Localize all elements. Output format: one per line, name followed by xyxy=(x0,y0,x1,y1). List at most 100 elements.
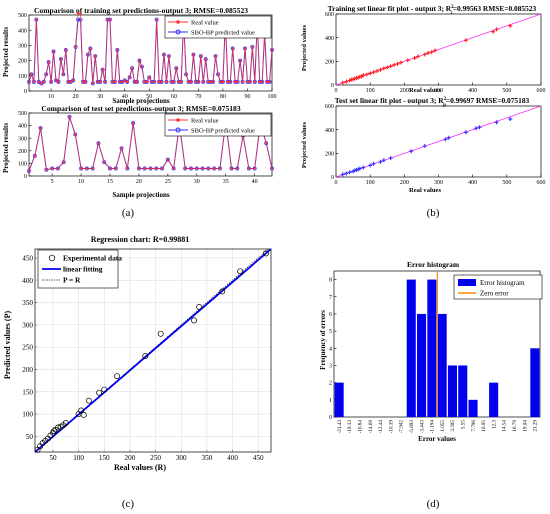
x-tick-label: 16.79 xyxy=(512,420,518,432)
real-point xyxy=(67,80,70,84)
plot-frame xyxy=(34,248,272,453)
real-point xyxy=(229,80,232,84)
real-point xyxy=(184,167,187,170)
real-point xyxy=(209,80,212,84)
x-tick-label: 7.796 xyxy=(471,420,477,432)
real-point xyxy=(59,57,63,61)
x-tick-label: 10 xyxy=(48,94,54,100)
real-point xyxy=(126,167,129,170)
real-point xyxy=(27,80,31,84)
x-tick-label: 50 xyxy=(146,94,152,100)
real-point xyxy=(246,80,249,84)
data-point xyxy=(508,23,513,28)
real-point xyxy=(192,53,195,56)
predicted-point xyxy=(27,169,31,173)
x-tick-label: -1.194 xyxy=(430,420,436,434)
real-point xyxy=(187,80,190,84)
panel-d-error-histogram: Error histogram Frequency of errors Erro… xyxy=(319,260,543,443)
real-point xyxy=(150,80,153,84)
data-point xyxy=(219,288,226,295)
real-point xyxy=(172,167,175,170)
data-point xyxy=(344,171,349,176)
y-tick-label: 150 xyxy=(22,388,33,396)
real-point xyxy=(62,160,65,164)
x-tick-label: -16.84 xyxy=(358,420,364,434)
x-tick-label: 30 xyxy=(97,94,103,100)
y-tick-label: 300 xyxy=(18,44,27,50)
real-point xyxy=(157,80,161,84)
x-tick-label: 200 xyxy=(400,88,409,94)
legend-label-identity: P = R xyxy=(63,276,81,285)
real-point xyxy=(85,167,89,170)
x-tick-label: 300 xyxy=(434,180,443,186)
real-point xyxy=(84,80,87,84)
histogram-bar xyxy=(447,365,457,417)
real-point xyxy=(258,80,261,84)
data-point xyxy=(340,172,345,177)
x-axis-label: Error values xyxy=(418,435,456,443)
real-point xyxy=(35,18,38,21)
real-point xyxy=(101,68,104,71)
real-point xyxy=(253,167,256,170)
real-point xyxy=(76,12,80,15)
y-tick-label: 100 xyxy=(18,162,27,168)
real-point xyxy=(98,80,102,84)
data-point xyxy=(62,420,69,426)
real-point xyxy=(155,18,158,21)
legend-label-zero: Zero error xyxy=(480,290,509,298)
data-point xyxy=(51,428,57,434)
plot-frame xyxy=(335,105,542,178)
data-point xyxy=(80,412,87,418)
real-point xyxy=(152,80,156,84)
x-tick-label: 5.55 xyxy=(461,420,467,429)
x-tick-label: 90 xyxy=(244,94,250,100)
data-point xyxy=(196,304,203,310)
data-point xyxy=(474,126,479,131)
x-tick-label: 100 xyxy=(366,180,375,186)
y-tick-label: 600 xyxy=(325,104,334,110)
real-point xyxy=(270,167,274,170)
real-point xyxy=(37,80,41,84)
data-point xyxy=(142,353,149,360)
real-point xyxy=(120,147,123,150)
real-point xyxy=(130,67,134,70)
real-point xyxy=(149,167,152,170)
data-point xyxy=(491,29,496,34)
real-point xyxy=(131,121,135,125)
legend-label-predicted: SBO-BP predicted value xyxy=(191,30,255,37)
data-point xyxy=(371,161,376,166)
x-tick-label: 19.04 xyxy=(522,420,528,432)
legend-marker-real xyxy=(176,118,180,122)
histogram-bar xyxy=(437,313,447,417)
real-point xyxy=(97,142,100,145)
predicted-point xyxy=(102,160,107,165)
predicted-point xyxy=(96,141,101,146)
real-point xyxy=(201,167,204,170)
real-point xyxy=(68,115,71,118)
y-tick-label: 0 xyxy=(331,83,334,89)
x-tick-label: 100 xyxy=(73,454,84,462)
data-point xyxy=(381,158,386,163)
panel-label-b: (b) xyxy=(427,207,440,219)
x-tick-label: 80 xyxy=(220,94,226,100)
y-tick-label: 200 xyxy=(18,149,27,155)
panel-b-training-fit: Training set linear fit plot - output 3;… xyxy=(301,4,546,94)
y-tick-label: 100 xyxy=(22,411,33,419)
data-point xyxy=(361,165,366,170)
x-axis-label: Real values xyxy=(409,187,441,194)
real-point xyxy=(123,79,126,82)
x-tick-label: 0 xyxy=(335,88,338,94)
real-point xyxy=(91,167,94,170)
real-point xyxy=(221,80,225,84)
chart-title: Error histogram xyxy=(407,260,460,269)
histogram-bar xyxy=(417,313,427,417)
real-point xyxy=(197,80,200,84)
real-point xyxy=(165,80,168,84)
real-point xyxy=(137,167,141,170)
real-point xyxy=(30,73,33,76)
real-point xyxy=(42,80,45,84)
y-tick-label: 600 xyxy=(325,12,334,18)
x-tick-label: 600 xyxy=(537,88,546,94)
real-point xyxy=(45,168,48,171)
